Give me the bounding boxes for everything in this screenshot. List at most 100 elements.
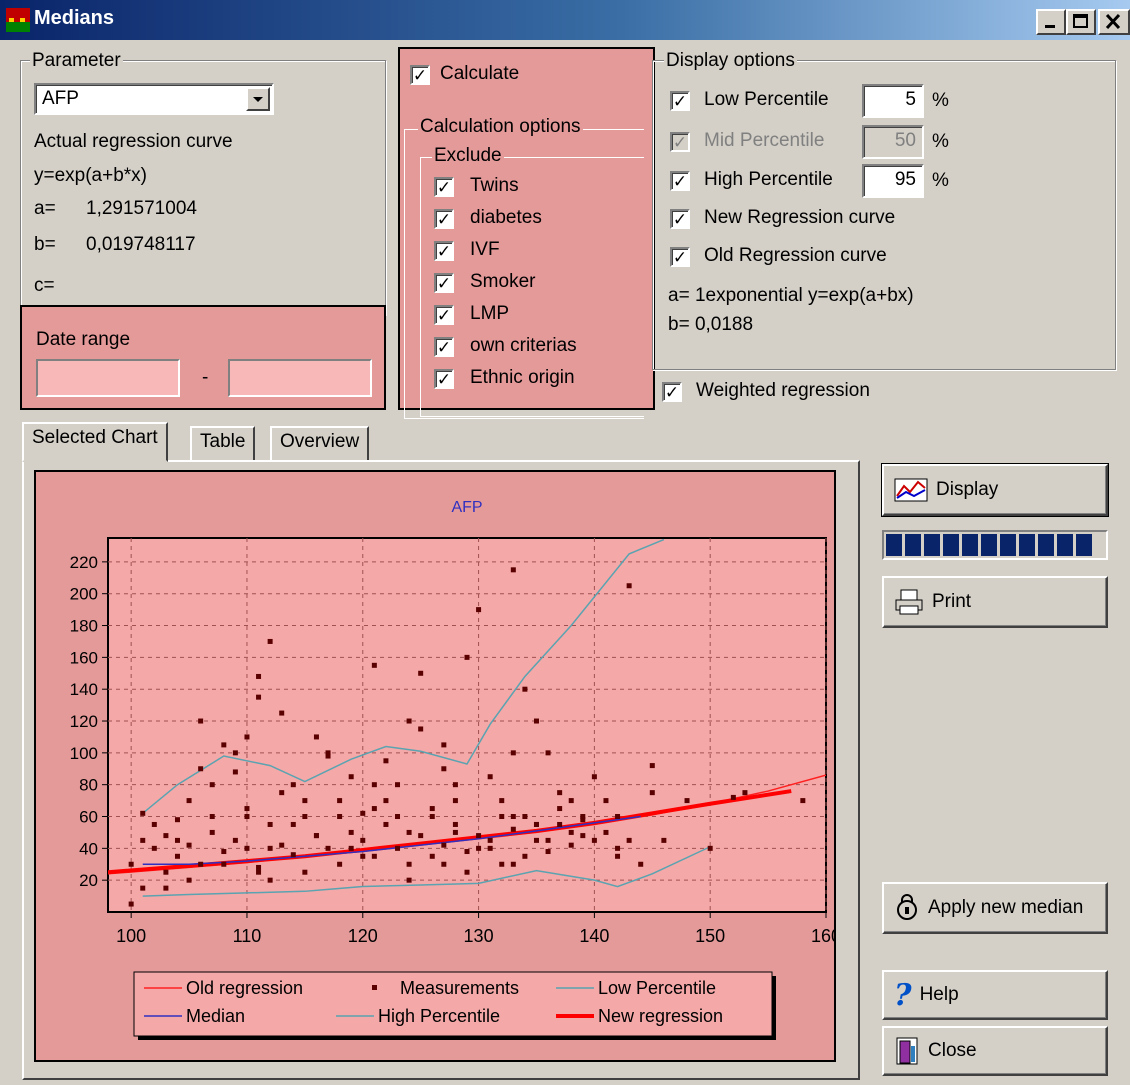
measurement-point <box>337 861 343 867</box>
maximize-button[interactable] <box>1066 9 1096 35</box>
measurement-point <box>186 877 192 883</box>
measurement-point <box>487 837 493 843</box>
measurement-point <box>163 833 169 839</box>
mid-percentile-input[interactable]: 50 <box>862 125 924 159</box>
help-button[interactable]: ? Help <box>882 970 1108 1020</box>
progress-bar <box>882 530 1108 560</box>
measurement-point <box>533 718 539 724</box>
title-bar: Medians <box>0 0 1130 40</box>
measurement-point <box>499 861 505 867</box>
measurement-point <box>580 833 586 839</box>
measurement-point <box>429 853 435 859</box>
date-from-input[interactable] <box>36 359 180 397</box>
exclude-checkbox[interactable]: ✓ <box>434 241 454 261</box>
print-button-label: Print <box>932 591 972 612</box>
high-percentile-input[interactable]: 95 <box>862 164 924 198</box>
legend-swatch <box>372 985 377 990</box>
low-percentile-input[interactable]: 5 <box>862 84 924 118</box>
measurement-point <box>256 694 262 700</box>
progress-segment <box>962 534 978 556</box>
measurement-point <box>290 782 296 788</box>
measurement-point <box>360 853 366 859</box>
exclude-checkbox[interactable]: ✓ <box>434 177 454 197</box>
close-window-button[interactable] <box>1098 9 1130 35</box>
measurement-point <box>522 853 528 859</box>
measurement-point <box>279 710 285 716</box>
high-percentile-checkbox[interactable]: ✓ <box>670 171 690 191</box>
print-button[interactable]: Print <box>882 576 1108 628</box>
chart-icon <box>894 478 928 502</box>
measurement-point <box>360 837 366 843</box>
exclude-checkbox[interactable]: ✓ <box>434 337 454 357</box>
minimize-icon <box>1045 25 1055 28</box>
calculate-checkbox[interactable]: ✓ <box>410 65 430 85</box>
measurement-point <box>302 814 308 820</box>
exclude-checkbox[interactable]: ✓ <box>434 305 454 325</box>
measurement-point <box>371 806 377 812</box>
measurement-point <box>267 845 273 851</box>
measurement-point <box>221 861 227 867</box>
measurement-point <box>337 798 343 804</box>
measurement-point <box>557 806 563 812</box>
legend-label: Median <box>186 1006 245 1026</box>
tab-table[interactable]: Table <box>190 426 256 460</box>
measurement-point <box>174 837 180 843</box>
measurement-point <box>464 869 470 875</box>
measurement-point <box>406 718 412 724</box>
progress-segment <box>886 534 902 556</box>
progress-segment <box>1038 534 1054 556</box>
new-regression-checkbox[interactable]: ✓ <box>670 209 690 229</box>
mid-percentile-checkbox[interactable]: ✓ <box>670 132 690 152</box>
measurement-point <box>452 829 458 835</box>
measurement-point <box>151 821 157 827</box>
x-tick-label: 140 <box>579 926 609 946</box>
measurement-point <box>151 845 157 851</box>
measurement-point <box>256 864 262 870</box>
y-tick-label: 120 <box>70 712 98 731</box>
date-to-input[interactable] <box>228 359 372 397</box>
low-percentile-checkbox[interactable]: ✓ <box>670 91 690 111</box>
measurement-point <box>487 774 493 780</box>
measurement-point <box>348 774 354 780</box>
old-regression-checkbox[interactable]: ✓ <box>670 247 690 267</box>
measurement-point <box>209 782 215 788</box>
measurement-point <box>371 662 377 668</box>
measurement-point <box>510 826 516 832</box>
old-b-line: b= 0,0188 <box>668 314 754 335</box>
c-label: c= <box>34 275 55 296</box>
low-percent-sign: % <box>932 90 949 111</box>
minimize-button[interactable] <box>1036 9 1066 35</box>
measurement-point <box>568 842 574 848</box>
measurement-point <box>545 849 551 855</box>
measurement-point <box>267 821 273 827</box>
display-button[interactable]: Display <box>881 463 1109 517</box>
measurement-point <box>522 686 528 692</box>
tab-overview[interactable]: Overview <box>270 426 370 460</box>
series-line-median <box>142 815 641 866</box>
exclude-checkbox[interactable]: ✓ <box>434 209 454 229</box>
weighted-regression-checkbox[interactable]: ✓ <box>662 382 682 402</box>
calculation-panel: ✓ Calculate Calculation options Exclude … <box>398 47 655 419</box>
parameter-select[interactable]: AFP <box>34 83 274 115</box>
measurement-point <box>429 814 435 820</box>
help-button-label: Help <box>919 984 959 1005</box>
measurement-point <box>557 790 563 796</box>
parameter-group-label: Parameter <box>30 50 123 71</box>
tab-panel <box>22 460 860 1080</box>
measurement-point <box>371 853 377 859</box>
measurement-point <box>383 798 389 804</box>
parameter-select-value: AFP <box>42 88 79 109</box>
tab-selected-chart[interactable]: Selected Chart <box>22 422 168 462</box>
dropdown-button[interactable] <box>246 87 270 111</box>
exclude-checkbox[interactable]: ✓ <box>434 369 454 389</box>
y-tick-label: 160 <box>70 648 98 667</box>
progress-segment <box>1076 534 1092 556</box>
measurement-point <box>487 845 493 851</box>
measurement-point <box>452 821 458 827</box>
measurement-point <box>313 833 319 839</box>
close-button[interactable]: Close <box>882 1026 1108 1076</box>
apply-median-button[interactable]: Apply new median <box>882 882 1108 934</box>
exclude-checkbox[interactable]: ✓ <box>434 273 454 293</box>
measurement-point <box>186 798 192 804</box>
calculate-label: Calculate <box>440 63 520 84</box>
